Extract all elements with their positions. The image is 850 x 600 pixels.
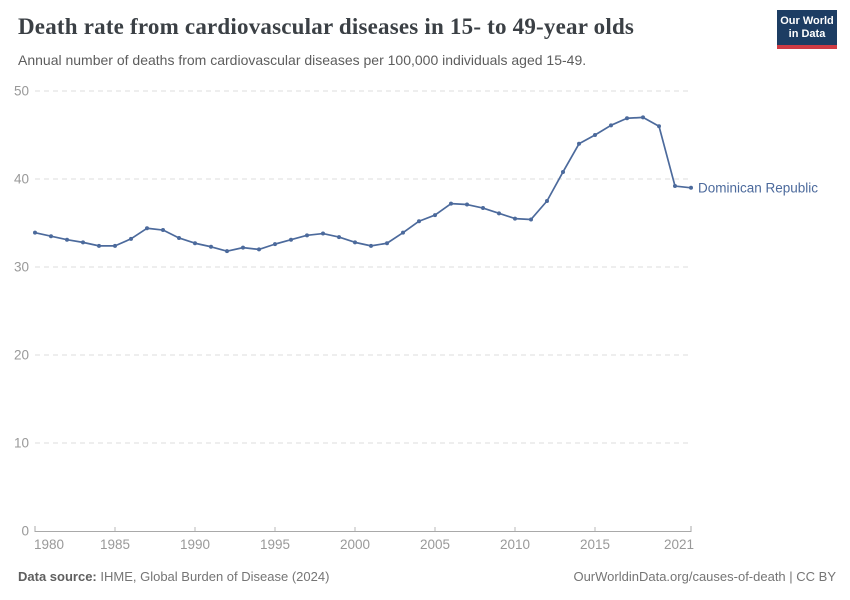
data-point-marker	[609, 123, 613, 128]
data-point-marker	[65, 237, 69, 242]
data-point-marker	[97, 243, 101, 248]
owid-logo[interactable]: Our World in Data	[777, 10, 837, 49]
data-point-marker	[497, 211, 501, 216]
data-source-label: Data source:	[18, 569, 97, 584]
data-point-marker	[193, 241, 197, 246]
data-point-marker	[465, 202, 469, 207]
chart-subtitle: Annual number of deaths from cardiovascu…	[18, 52, 587, 68]
data-point-marker	[561, 169, 565, 174]
data-point-marker	[577, 141, 581, 146]
x-tick-label: 1995	[260, 537, 290, 552]
data-point-marker	[337, 235, 341, 240]
data-point-marker	[289, 237, 293, 242]
data-point-marker	[657, 124, 661, 129]
data-point-marker	[113, 243, 117, 248]
data-source-text: IHME, Global Burden of Disease (2024)	[96, 569, 330, 584]
y-tick-label: 30	[14, 260, 29, 275]
owid-logo-line2: in Data	[788, 28, 826, 40]
x-tick-label: 1985	[100, 537, 130, 552]
entity-label[interactable]: Dominican Republic	[698, 180, 818, 195]
data-point-marker	[241, 245, 245, 250]
x-tick-label: 2015	[580, 537, 610, 552]
data-point-marker	[417, 219, 421, 224]
x-tick-label: 2005	[420, 537, 450, 552]
data-point-marker	[369, 243, 373, 248]
series-line	[34, 116, 692, 253]
data-point-marker	[625, 116, 629, 121]
page-title: Death rate from cardiovascular diseases …	[18, 14, 635, 39]
y-tick-label: 40	[14, 172, 29, 187]
data-point-marker	[353, 240, 357, 245]
data-point-marker	[321, 231, 325, 236]
x-tick-label: 2000	[340, 537, 370, 552]
data-point-marker	[209, 244, 213, 249]
y-tick-label: 20	[14, 348, 29, 363]
data-point-marker	[49, 234, 53, 239]
data-point-marker	[129, 236, 133, 241]
data-point-marker	[161, 228, 165, 233]
data-point-marker	[273, 242, 277, 247]
data-point-marker	[513, 216, 517, 221]
data-point-marker	[145, 226, 149, 231]
data-point-marker	[305, 233, 309, 238]
data-point-marker	[481, 206, 485, 211]
data-point-marker	[177, 235, 181, 240]
data-point-marker	[641, 115, 645, 120]
data-point-marker	[673, 184, 677, 189]
data-point-marker	[689, 185, 693, 190]
data-point-marker	[529, 217, 533, 222]
data-point-marker	[81, 240, 85, 245]
data-point-marker	[545, 199, 549, 203]
owid-logo-line1: Our World	[780, 15, 834, 27]
x-tick-label: 1980	[34, 537, 64, 552]
data-point-marker	[593, 133, 597, 137]
x-tick-label: 2010	[500, 537, 530, 552]
y-tick-label: 50	[14, 84, 29, 99]
data-point-marker	[449, 201, 453, 206]
chart-footer: Data source: IHME, Global Burden of Dise…	[18, 569, 836, 584]
license-note[interactable]: OurWorldinData.org/causes-of-death | CC …	[573, 569, 836, 584]
data-point-marker	[33, 230, 37, 235]
x-tick-label: 2021	[664, 537, 694, 552]
data-point-marker	[257, 247, 261, 252]
x-tick-label: 1990	[180, 537, 210, 552]
data-source-note: Data source: IHME, Global Burden of Dise…	[18, 569, 329, 584]
data-point-marker	[225, 249, 229, 254]
data-point-marker	[433, 213, 437, 218]
data-point-marker	[385, 241, 389, 246]
y-tick-label: 0	[21, 524, 29, 539]
data-point-marker	[401, 230, 405, 235]
y-tick-label: 10	[14, 436, 29, 451]
